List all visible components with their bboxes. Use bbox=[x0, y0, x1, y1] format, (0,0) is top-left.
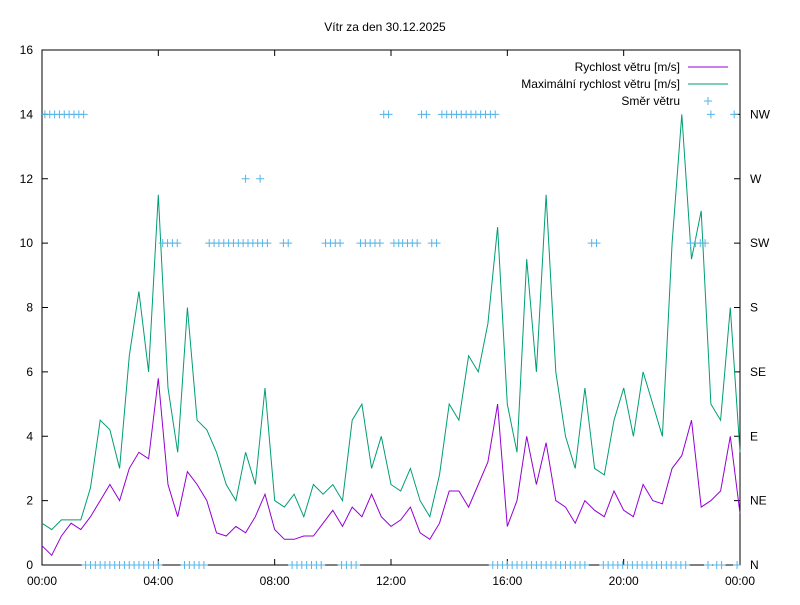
direction-point bbox=[413, 239, 421, 247]
direction-point bbox=[376, 239, 384, 247]
y2-tick-label: N bbox=[750, 558, 759, 572]
x-tick-label: 00:00 bbox=[725, 574, 755, 588]
direction-point bbox=[491, 110, 499, 118]
legend-label-avg: Rychlost větru [m/s] bbox=[575, 60, 680, 74]
direction-point bbox=[581, 561, 589, 569]
plot-border bbox=[42, 50, 740, 565]
y-tick-label: 4 bbox=[26, 429, 33, 443]
legend-label-dir: Směr větru bbox=[621, 94, 680, 108]
y2-tick-label: SE bbox=[750, 365, 766, 379]
direction-point bbox=[256, 175, 264, 183]
x-tick-label: 20:00 bbox=[609, 574, 639, 588]
direction-point bbox=[385, 110, 393, 118]
y2-tick-label: S bbox=[750, 301, 758, 315]
legend-swatch-dir bbox=[704, 97, 712, 105]
direction-point bbox=[317, 561, 325, 569]
y-tick-label: 0 bbox=[26, 558, 33, 572]
y-tick-label: 12 bbox=[20, 172, 34, 186]
y-tick-label: 6 bbox=[26, 365, 33, 379]
direction-point bbox=[80, 110, 88, 118]
direction-point bbox=[593, 239, 601, 247]
y-tick-label: 8 bbox=[26, 301, 33, 315]
y-tick-label: 10 bbox=[20, 236, 34, 250]
direction-point bbox=[200, 561, 208, 569]
series-max-speed-line bbox=[42, 114, 740, 529]
direction-point bbox=[284, 239, 292, 247]
direction-point bbox=[682, 561, 690, 569]
direction-point bbox=[173, 239, 181, 247]
y2-tick-label: E bbox=[750, 429, 758, 443]
y-tick-label: 16 bbox=[20, 43, 34, 57]
direction-point bbox=[704, 561, 712, 569]
x-tick-label: 12:00 bbox=[376, 574, 406, 588]
direction-point bbox=[242, 175, 250, 183]
direction-point bbox=[154, 561, 162, 569]
direction-point bbox=[336, 239, 344, 247]
direction-point bbox=[263, 239, 271, 247]
x-tick-label: 00:00 bbox=[27, 574, 57, 588]
y-tick-label: 14 bbox=[20, 107, 34, 121]
direction-point bbox=[433, 239, 441, 247]
direction-point bbox=[730, 110, 738, 118]
y2-tick-label: W bbox=[750, 172, 762, 186]
series-avg-speed-line bbox=[42, 378, 740, 555]
y2-tick-label: NW bbox=[750, 107, 771, 121]
y-tick-label: 2 bbox=[26, 494, 33, 508]
direction-point bbox=[422, 110, 430, 118]
direction-point bbox=[718, 561, 726, 569]
y2-tick-label: NE bbox=[750, 494, 767, 508]
x-tick-label: 16:00 bbox=[492, 574, 522, 588]
x-tick-label: 08:00 bbox=[260, 574, 290, 588]
y2-tick-label: SW bbox=[750, 236, 770, 250]
direction-point bbox=[707, 110, 715, 118]
x-tick-label: 04:00 bbox=[143, 574, 173, 588]
legend-label-max: Maximální rychlost větru [m/s] bbox=[521, 77, 680, 91]
chart-title: Vítr za den 30.12.2025 bbox=[324, 20, 446, 34]
direction-point bbox=[352, 561, 360, 569]
